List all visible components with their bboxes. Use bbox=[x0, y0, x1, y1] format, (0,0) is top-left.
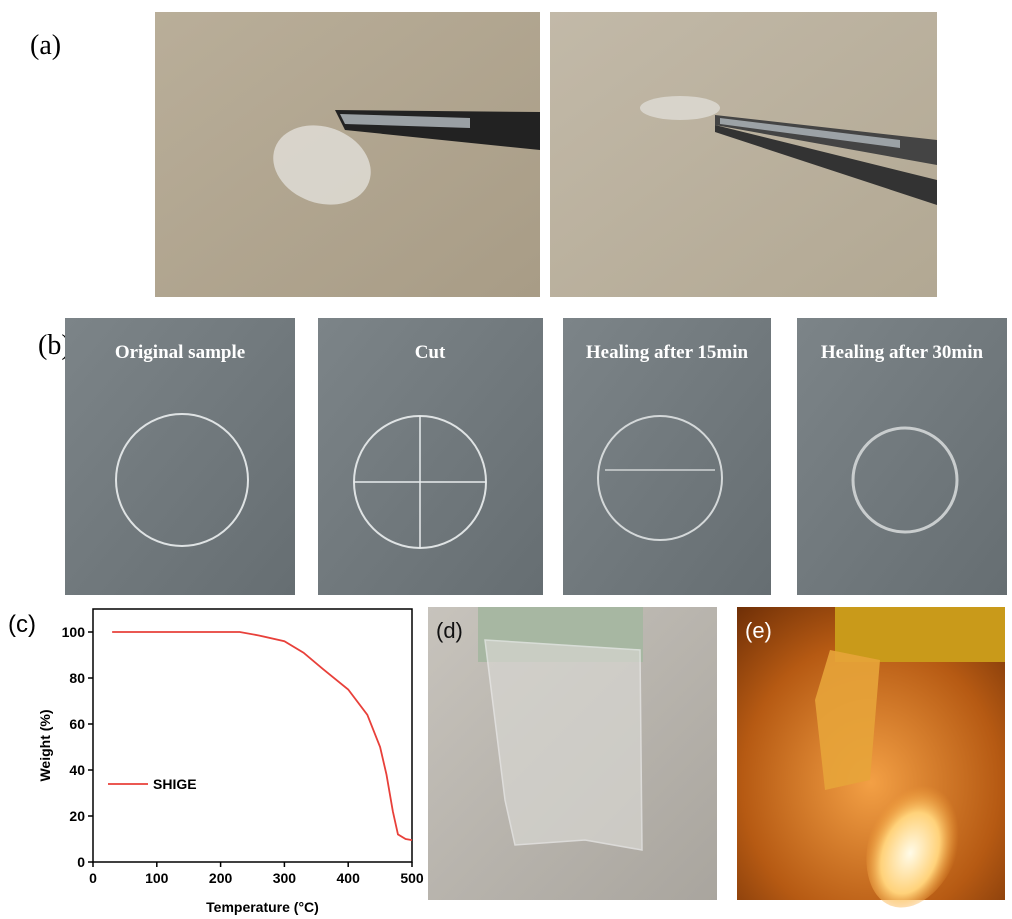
x-axis-title: Temperature (°C) bbox=[206, 899, 319, 915]
panel-label: (d) bbox=[436, 618, 463, 643]
panel-label: (a) bbox=[30, 30, 61, 61]
y-axis-title: Weight (%) bbox=[37, 709, 53, 781]
caption: Healing after 15min bbox=[586, 342, 749, 363]
y-tick-label: 80 bbox=[69, 670, 85, 686]
photo bbox=[155, 12, 540, 297]
photo: Original sample bbox=[65, 318, 295, 595]
photo bbox=[550, 12, 937, 297]
y-tick-label: 60 bbox=[69, 716, 85, 732]
x-tick-label: 300 bbox=[273, 870, 297, 886]
y-tick-label: 40 bbox=[69, 762, 85, 778]
plot-frame bbox=[93, 609, 412, 862]
caption: Cut bbox=[415, 342, 446, 363]
x-tick-label: 100 bbox=[145, 870, 169, 886]
photo: (d) bbox=[428, 607, 717, 900]
photo: (e) bbox=[737, 607, 1005, 919]
y-tick-label: 0 bbox=[77, 854, 85, 870]
panel-label: (e) bbox=[745, 618, 772, 643]
caption: Healing after 30min bbox=[821, 342, 984, 363]
line bbox=[112, 632, 412, 840]
figure: (a) (b) Original sample Cut Healing afte… bbox=[0, 0, 1012, 919]
x-tick-label: 0 bbox=[89, 870, 97, 886]
chart: 0 20 40 60 80 100 0 100 200 300 400 500 Temperature … bbox=[37, 609, 424, 915]
photo: Healing after 15min bbox=[563, 318, 771, 595]
x-tick-label: 200 bbox=[209, 870, 233, 886]
caption: Original sample bbox=[115, 342, 245, 363]
panel-label: (c) bbox=[8, 611, 36, 638]
y-tick-label: 100 bbox=[62, 624, 86, 640]
legend-label: SHIGE bbox=[153, 776, 197, 792]
x-tick-label: 500 bbox=[400, 870, 424, 886]
photo: Healing after 30min bbox=[797, 318, 1007, 595]
y-tick-label: 20 bbox=[69, 808, 85, 824]
x-tick-label: 400 bbox=[337, 870, 361, 886]
photo: Cut bbox=[318, 318, 543, 595]
